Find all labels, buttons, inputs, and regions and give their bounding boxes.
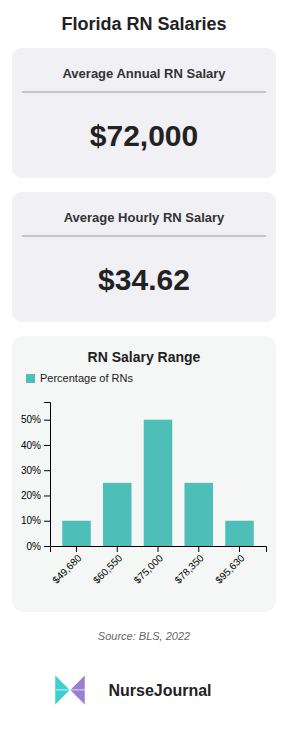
logo-icon <box>70 690 85 705</box>
stat-label: Average Hourly RN Salary <box>64 210 225 225</box>
y-tick: 10% <box>21 515 50 526</box>
logo <box>55 675 85 705</box>
y-tick: 20% <box>21 490 50 501</box>
title: Florida RN Salaries <box>61 14 226 34</box>
y-tick-mark <box>44 420 50 421</box>
x-axis-line <box>51 547 267 553</box>
stat-value: $34.62 <box>98 263 190 296</box>
bar <box>225 521 254 546</box>
x-tick-label: $75,000 <box>132 552 166 586</box>
y-tick-mark <box>44 546 50 547</box>
stat-underline <box>22 236 266 237</box>
x-tick-mark <box>117 546 118 552</box>
infographic: Florida RN Salaries Average Annual RN Sal… <box>0 0 288 730</box>
chart-panel <box>12 336 276 612</box>
bar <box>103 483 132 546</box>
y-tick-label: 40% <box>21 440 41 451</box>
y-tick: 0% <box>27 541 50 552</box>
stat-box: Average Hourly RN Salary $34.62 <box>12 192 276 322</box>
logo-icon <box>55 675 70 690</box>
stat-underline <box>22 92 266 93</box>
stat-box: Average Annual RN Salary $72,000 <box>12 48 276 178</box>
x-tick: $60,550 <box>91 546 125 586</box>
x-tick-label: $78,350 <box>172 552 206 586</box>
y-tick-mark <box>44 470 50 471</box>
y-tick: 50% <box>21 414 50 425</box>
y-tick: 40% <box>21 440 50 451</box>
logo-icon <box>70 675 85 690</box>
y-tick-mark <box>44 495 50 496</box>
chart-title: RN Salary Range <box>88 349 201 365</box>
x-tick-mark <box>239 546 240 552</box>
y-axis: 0% 10% 20% 30% 40% 50% <box>21 403 51 552</box>
x-tick: $49,680 <box>50 546 84 586</box>
legend: Percentage of RNs <box>26 372 133 384</box>
y-tick-mark <box>44 521 50 522</box>
x-tick-label: $49,680 <box>50 552 84 586</box>
logo-icon <box>55 690 70 705</box>
y-tick-label: 10% <box>21 515 41 526</box>
y-tick-mark <box>44 445 50 446</box>
stat-value: $72,000 <box>90 119 198 152</box>
x-axis: $49,680$60,550$75,000$78,350$95,630 <box>50 546 266 586</box>
bar <box>144 420 173 546</box>
x-tick-mark <box>76 546 77 552</box>
x-tick: $75,000 <box>132 546 166 586</box>
y-tick-label: 30% <box>21 465 41 476</box>
stat-box-bg <box>12 48 276 178</box>
stat-label: Average Annual RN Salary <box>62 66 226 81</box>
x-tick: $78,350 <box>172 546 206 586</box>
x-tick: $95,630 <box>213 546 247 586</box>
legend-label: Percentage of RNs <box>40 372 133 384</box>
x-tick-mark <box>158 546 159 552</box>
stat-box-bg <box>12 192 276 322</box>
x-tick-label: $60,550 <box>91 552 125 586</box>
logo-text: NurseJournal <box>108 682 211 699</box>
y-tick-label: 20% <box>21 490 41 501</box>
x-tick-label: $95,630 <box>213 552 247 586</box>
bar <box>62 521 91 546</box>
bar <box>184 483 213 546</box>
y-axis-line <box>44 403 51 547</box>
y-tick-label: 50% <box>21 414 41 425</box>
bars <box>62 420 254 546</box>
x-tick-mark <box>198 546 199 552</box>
legend-swatch <box>26 374 35 383</box>
y-tick: 30% <box>21 465 50 476</box>
source: Source: BLS, 2022 <box>98 630 190 642</box>
y-tick-label: 0% <box>27 541 42 552</box>
